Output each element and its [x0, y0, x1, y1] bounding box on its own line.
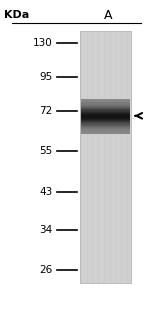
Bar	[81, 129, 130, 130]
Bar	[81, 107, 130, 108]
Text: 130: 130	[32, 38, 52, 48]
Bar	[81, 125, 130, 127]
Text: A: A	[104, 9, 112, 22]
Bar	[81, 120, 130, 121]
Bar	[81, 123, 130, 124]
Text: 34: 34	[39, 225, 52, 235]
Bar	[81, 100, 130, 101]
Bar	[81, 108, 130, 109]
Bar	[81, 128, 130, 129]
Bar	[81, 116, 130, 118]
Text: 26: 26	[39, 266, 52, 275]
Text: 43: 43	[39, 187, 52, 197]
Bar	[81, 127, 130, 128]
Bar	[81, 130, 130, 132]
Bar	[81, 99, 130, 100]
Bar	[81, 103, 130, 105]
Bar	[81, 102, 130, 104]
Bar	[81, 115, 130, 116]
Bar	[81, 101, 130, 102]
Text: KDa: KDa	[4, 10, 29, 20]
Bar	[81, 119, 130, 120]
Bar	[81, 114, 130, 115]
Bar	[81, 113, 130, 114]
Bar	[81, 110, 130, 112]
Bar	[81, 117, 130, 119]
Bar	[81, 131, 130, 133]
Text: 55: 55	[39, 146, 52, 156]
Bar	[81, 109, 130, 110]
Bar	[81, 124, 130, 126]
Text: 72: 72	[39, 106, 52, 116]
Bar	[81, 121, 130, 122]
Text: 95: 95	[39, 72, 52, 82]
Bar	[81, 105, 130, 107]
Bar	[81, 105, 130, 106]
FancyBboxPatch shape	[80, 31, 131, 283]
Bar	[81, 122, 130, 123]
Bar	[81, 111, 130, 113]
Bar	[81, 133, 130, 134]
